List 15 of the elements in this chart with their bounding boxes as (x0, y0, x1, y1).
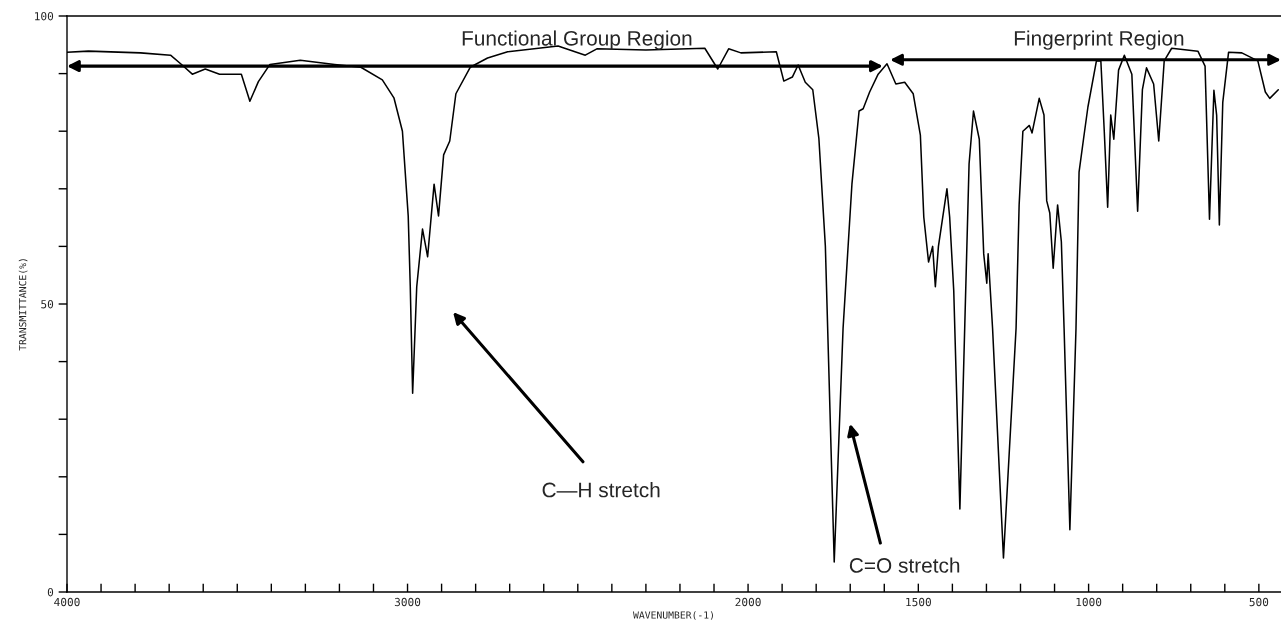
x-tick-label: 1500 (906, 597, 931, 607)
x-tick-label: 4000 (54, 597, 80, 607)
y-tick-label: 50 (41, 300, 54, 309)
annotation: Fingerprint Region (1014, 30, 1184, 50)
x-tick-label: 2000 (735, 597, 761, 607)
x-axis-title: WAVENUMBER(-1) (633, 611, 713, 620)
y-axis-title: TRANSMITTANCE(%) (18, 259, 28, 351)
y-tick-label: 0 (47, 588, 54, 597)
x-tick-label: 1000 (1076, 597, 1102, 607)
x-tick-label: 3000 (394, 597, 421, 607)
annotation: C=O stretch (849, 557, 960, 573)
annotation: Functional Group Region (462, 30, 692, 50)
x-tick-label: 500 (1249, 597, 1269, 607)
annotation: C—H stretch (542, 482, 660, 498)
y-tick-label: 100 (35, 12, 54, 21)
